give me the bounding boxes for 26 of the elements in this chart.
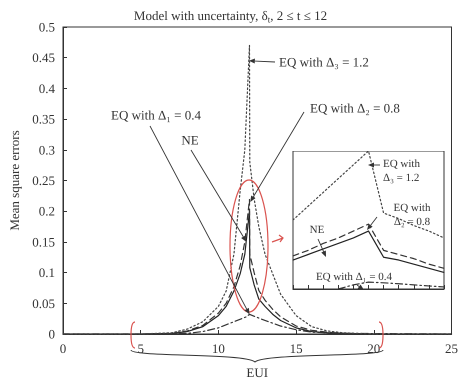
y-tick-label: 0.35: [32, 112, 55, 127]
annotation: NE: [310, 224, 325, 236]
y-tick-label: 0.3: [38, 142, 55, 158]
y-tick-label: 0.2: [38, 204, 55, 219]
y-tick-label: 0.5: [38, 20, 55, 34]
annotation: NE: [181, 132, 199, 148]
y-axis-title: Mean square errors: [7, 130, 22, 231]
x-tick-label: 15: [290, 341, 303, 356]
y-tick-label: 0.45: [32, 50, 55, 66]
y-tick-label: 0: [48, 326, 55, 342]
y-tick-label: 0.05: [32, 296, 55, 311]
x-tick-label: 10: [212, 341, 225, 356]
annotation: EQ with Δ₃ = 1.2: [383, 158, 420, 184]
y-tick-label: 0.25: [32, 173, 55, 188]
annotation: EQ with Δ₃ = 1.2: [279, 54, 369, 70]
x-tick-label: 25: [445, 341, 458, 356]
annotation: EQ with Δ₂ = 0.8: [310, 100, 400, 116]
x-axis-title: EUI: [246, 365, 268, 380]
annotation: EQ with Δ₁ = 0.4: [316, 271, 393, 283]
annotation: EQ with Δ₁ = 0.4: [111, 108, 202, 122]
x-tick-label: 0: [60, 341, 66, 356]
y-tick-label: 0.4: [38, 80, 56, 96]
y-tick-label: 0.15: [32, 234, 55, 250]
x-tick-label: 20: [367, 341, 380, 356]
y-tick-label: 0.1: [38, 265, 55, 280]
annotation: EQ with Δ₂ = 0.8: [394, 202, 431, 228]
